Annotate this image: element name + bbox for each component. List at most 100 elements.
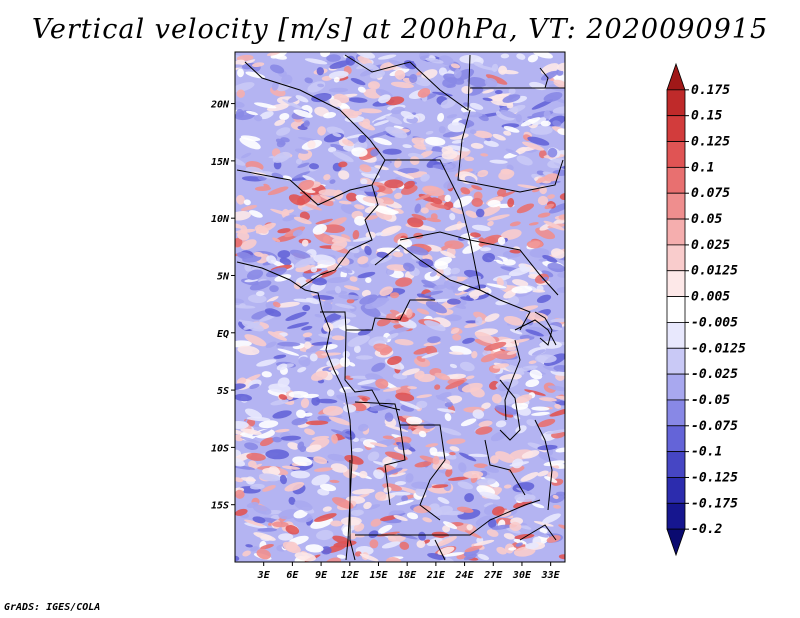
field-cell bbox=[321, 352, 342, 356]
field-cell bbox=[373, 120, 390, 126]
field-cell bbox=[388, 472, 406, 478]
field-cell bbox=[359, 164, 372, 173]
field-cell bbox=[302, 175, 316, 182]
field-cell bbox=[331, 434, 338, 444]
colorbar-label: 0.025 bbox=[691, 238, 730, 253]
field-cell bbox=[479, 491, 501, 500]
field-cell bbox=[294, 552, 316, 562]
field-cell bbox=[236, 377, 247, 385]
field-cell bbox=[361, 397, 368, 402]
field-cell bbox=[406, 308, 413, 318]
field-cell bbox=[330, 240, 348, 251]
field-cell bbox=[257, 527, 277, 532]
field-cell bbox=[375, 491, 387, 501]
field-cell bbox=[443, 266, 452, 276]
field-cell bbox=[390, 81, 414, 89]
field-cell bbox=[509, 221, 521, 227]
field-cell bbox=[557, 271, 565, 278]
field-cell bbox=[279, 113, 290, 121]
lon-tick-label: 33E bbox=[541, 570, 561, 581]
field-cell bbox=[379, 286, 394, 297]
field-cell bbox=[530, 529, 549, 538]
field-cell bbox=[517, 184, 539, 189]
field-cell bbox=[235, 228, 256, 234]
field-cell bbox=[256, 290, 265, 297]
colorbar-swatch bbox=[666, 192, 686, 220]
field-cell bbox=[499, 373, 522, 381]
field-cell bbox=[437, 497, 450, 504]
field-cell bbox=[330, 429, 353, 438]
field-cell bbox=[508, 547, 517, 551]
field-cell bbox=[432, 455, 440, 465]
colorbar-label: -0.075 bbox=[691, 419, 738, 434]
field-cell bbox=[305, 444, 322, 453]
field-cell bbox=[235, 465, 256, 470]
field-cell bbox=[292, 171, 311, 179]
field-cell bbox=[360, 178, 368, 185]
field-cell bbox=[237, 231, 250, 241]
field-cell bbox=[543, 460, 565, 467]
field-cell bbox=[473, 311, 488, 321]
field-cell bbox=[444, 223, 468, 231]
field-cell bbox=[256, 548, 271, 560]
field-cell bbox=[539, 397, 557, 402]
field-cell bbox=[491, 524, 513, 530]
field-cell bbox=[466, 524, 473, 531]
field-cell bbox=[276, 127, 291, 136]
field-cell bbox=[508, 295, 520, 306]
field-cell bbox=[465, 375, 475, 380]
field-cell bbox=[272, 410, 292, 419]
field-cell bbox=[544, 203, 555, 210]
field-cell bbox=[472, 409, 485, 419]
field-cell bbox=[384, 412, 394, 422]
field-cell bbox=[310, 266, 318, 273]
field-cell bbox=[374, 165, 389, 171]
field-cell bbox=[537, 470, 549, 477]
field-cell bbox=[407, 217, 424, 228]
field-cell bbox=[302, 393, 319, 399]
field-cell bbox=[532, 117, 547, 126]
field-cell bbox=[486, 283, 507, 289]
field-cell bbox=[482, 252, 495, 263]
field-cell bbox=[460, 296, 475, 302]
field-cell bbox=[405, 473, 414, 483]
field-cell bbox=[347, 335, 370, 347]
field-cell bbox=[489, 380, 500, 390]
field-cell bbox=[540, 70, 558, 81]
field-cell bbox=[368, 81, 380, 90]
field-cell bbox=[244, 334, 267, 347]
field-cell bbox=[418, 531, 427, 541]
field-cell bbox=[508, 266, 531, 277]
field-cell bbox=[487, 518, 497, 529]
field-cell bbox=[359, 470, 368, 479]
field-cell bbox=[266, 103, 289, 112]
lon-tick-label: 9E bbox=[315, 570, 328, 581]
field-cell bbox=[369, 70, 386, 79]
field-cell bbox=[525, 312, 548, 322]
field-cell bbox=[334, 303, 355, 309]
colorbar-label: -0.05 bbox=[691, 393, 730, 408]
field-cell bbox=[469, 129, 477, 135]
field-cell bbox=[332, 497, 354, 509]
field-cell bbox=[487, 220, 494, 227]
field-cell bbox=[319, 195, 336, 202]
field-cell bbox=[448, 351, 464, 355]
field-cell bbox=[546, 535, 561, 543]
lat-tick-label: EQ bbox=[217, 329, 229, 340]
field-cell bbox=[462, 337, 475, 344]
field-cell bbox=[537, 212, 551, 218]
field-cell bbox=[465, 210, 478, 218]
field-cell bbox=[462, 241, 485, 254]
field-cell bbox=[279, 257, 292, 266]
field-cell bbox=[258, 420, 279, 429]
field-cell bbox=[338, 170, 350, 180]
field-cell bbox=[476, 478, 496, 486]
field-cell bbox=[320, 52, 331, 58]
field-cell bbox=[422, 185, 445, 197]
field-cell bbox=[507, 198, 515, 208]
field-cell bbox=[503, 315, 524, 326]
field-cell bbox=[478, 420, 493, 428]
field-cell bbox=[332, 151, 354, 163]
colorbar-label: -0.025 bbox=[691, 367, 738, 382]
field-cell bbox=[490, 455, 499, 464]
